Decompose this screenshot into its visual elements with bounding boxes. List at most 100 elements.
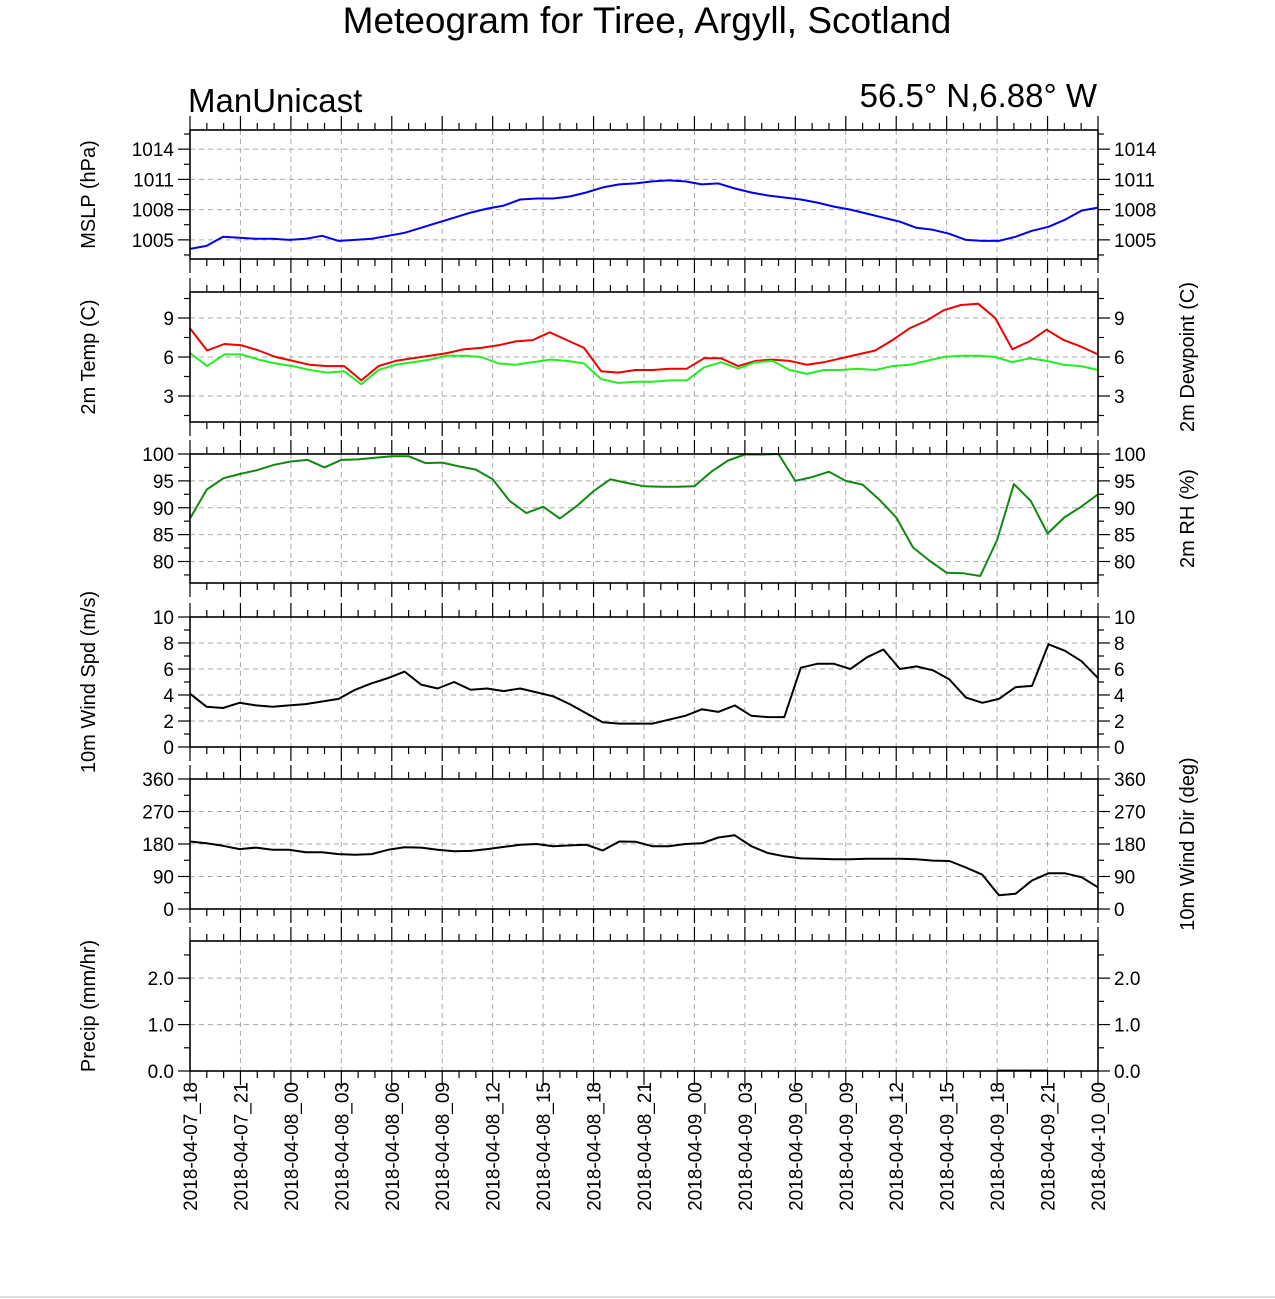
y-tick-label-right: 10 bbox=[1114, 608, 1135, 629]
y-tick-label-right: 1008 bbox=[1114, 201, 1156, 222]
x-tick-label: 2018-04-08_06 bbox=[383, 1082, 404, 1211]
panel-precip: 0.0 0.0 1.0 1.0 2.0 2.0 Precip (mm/hr) bbox=[78, 927, 1140, 1085]
y-tick-label: 2.0 bbox=[148, 969, 174, 990]
y-tick-label-right: 180 bbox=[1114, 835, 1146, 856]
y-tick-label: 90 bbox=[153, 868, 174, 889]
x-tick-label: 2018-04-10_00 bbox=[1089, 1082, 1110, 1211]
panel-mslp: 1005 1005 1008 1008 1011 1011 1014 1014 MSLP (hP… bbox=[78, 116, 1157, 273]
y-axis-label-left: 2m Temp (C) bbox=[78, 299, 100, 414]
y-tick-label: 90 bbox=[153, 499, 174, 520]
y-tick-label-right: 90 bbox=[1114, 868, 1135, 889]
x-tick-label: 2018-04-09_00 bbox=[685, 1082, 706, 1211]
y-tick-label: 9 bbox=[163, 309, 174, 330]
y-tick-label: 1011 bbox=[133, 170, 174, 191]
x-tick-label: 2018-04-08_18 bbox=[585, 1082, 606, 1211]
x-tick-label: 2018-04-07_18 bbox=[181, 1082, 202, 1211]
y-tick-label-right: 2.0 bbox=[1114, 969, 1140, 990]
x-tick-label: 2018-04-08_15 bbox=[534, 1082, 555, 1211]
y-tick-label: 100 bbox=[142, 445, 174, 466]
panel-frame bbox=[189, 453, 1099, 584]
chart-title: Meteogram for Tiree, Argyll, Scotland bbox=[343, 0, 952, 41]
y-tick-label: 10 bbox=[153, 608, 174, 629]
y-tick-label-right: 1014 bbox=[1114, 140, 1157, 161]
x-tick-label: 2018-04-09_21 bbox=[1039, 1082, 1060, 1211]
panel-frame bbox=[189, 616, 1099, 748]
series-wdir-0 bbox=[189, 834, 1099, 897]
y-tick-label: 1008 bbox=[132, 201, 174, 222]
series-rh-0 bbox=[189, 453, 1099, 577]
panel-frame bbox=[189, 291, 1099, 423]
y-axis-label-right: 10m Wind Dir (deg) bbox=[1177, 757, 1199, 930]
y-tick-label-right: 6 bbox=[1114, 348, 1125, 369]
y-tick-label-right: 9 bbox=[1114, 309, 1125, 330]
y-tick-label-right: 1.0 bbox=[1114, 1016, 1140, 1037]
y-axis-label-left: 10m Wind Spd (m/s) bbox=[78, 591, 100, 773]
y-tick-label-right: 0 bbox=[1114, 900, 1125, 921]
y-tick-label-right: 80 bbox=[1114, 553, 1135, 574]
x-tick-label: 2018-04-09_15 bbox=[938, 1082, 959, 1211]
x-tick-label: 2018-04-09_12 bbox=[887, 1082, 908, 1211]
panel-temp: 3 3 6 6 9 9 2m Temp (C) 2m Dewpoint (C) bbox=[78, 278, 1199, 436]
y-tick-label: 1.0 bbox=[148, 1016, 174, 1037]
y-tick-label: 0 bbox=[163, 738, 174, 759]
y-tick-label: 2 bbox=[163, 712, 174, 733]
model-label: ManUnicast bbox=[188, 82, 362, 119]
y-tick-label-right: 1005 bbox=[1114, 231, 1156, 252]
x-tick-label: 2018-04-08_12 bbox=[484, 1082, 505, 1211]
y-tick-label: 85 bbox=[153, 526, 174, 547]
y-tick-label-right: 0.0 bbox=[1114, 1062, 1140, 1083]
y-tick-label-right: 85 bbox=[1114, 526, 1135, 547]
y-tick-label-right: 4 bbox=[1114, 686, 1125, 707]
location-label: 56.5° N,6.88° W bbox=[860, 77, 1098, 114]
y-tick-label: 6 bbox=[163, 348, 174, 369]
x-tick-label: 2018-04-09_03 bbox=[736, 1082, 757, 1211]
x-tick-label: 2018-04-08_00 bbox=[282, 1082, 303, 1211]
x-tick-label: 2018-04-09_09 bbox=[837, 1082, 858, 1211]
y-tick-label: 6 bbox=[163, 660, 174, 681]
y-tick-label: 80 bbox=[153, 553, 174, 574]
panel-wdir: 0 0 90 90 180 180 270 270 360 360 10m Wind Dir (de… bbox=[142, 757, 1199, 930]
y-tick-label: 270 bbox=[142, 803, 174, 824]
x-tick-label: 2018-04-08_03 bbox=[332, 1082, 353, 1211]
y-tick-label: 360 bbox=[142, 770, 174, 791]
x-tick-label: 2018-04-08_09 bbox=[433, 1082, 454, 1211]
x-tick-label: 2018-04-08_21 bbox=[635, 1082, 656, 1211]
y-tick-label: 1014 bbox=[132, 140, 175, 161]
y-tick-label: 0.0 bbox=[148, 1062, 174, 1083]
y-tick-label-right: 95 bbox=[1114, 472, 1135, 493]
y-tick-label-right: 270 bbox=[1114, 803, 1146, 824]
panel-frame bbox=[189, 778, 1099, 910]
y-tick-label-right: 1011 bbox=[1114, 170, 1155, 191]
y-tick-label: 1005 bbox=[132, 231, 174, 252]
y-tick-label-right: 6 bbox=[1114, 660, 1125, 681]
panel-wspd: 0 0 2 2 4 4 6 6 8 8 10 10 10m Wind Spd (m/s) bbox=[78, 591, 1135, 773]
y-tick-label-right: 8 bbox=[1114, 634, 1125, 655]
y-tick-label: 8 bbox=[163, 634, 174, 655]
x-axis: 2018-04-07_18 2018-04-07_21 2018-04-08_00 2… bbox=[181, 1082, 1110, 1211]
series-mslp-0 bbox=[189, 179, 1099, 250]
y-axis-label-left: Precip (mm/hr) bbox=[78, 940, 100, 1072]
y-axis-label-right: 2m Dewpoint (C) bbox=[1177, 282, 1199, 432]
x-tick-label: 2018-04-09_18 bbox=[988, 1082, 1009, 1211]
y-axis-label-left: MSLP (hPa) bbox=[78, 140, 100, 249]
y-tick-label-right: 90 bbox=[1114, 499, 1135, 520]
y-tick-label: 95 bbox=[153, 472, 174, 493]
series-wspd-0 bbox=[189, 643, 1099, 725]
series-temp-1 bbox=[189, 352, 1099, 386]
y-tick-label: 180 bbox=[142, 835, 174, 856]
y-tick-label: 0 bbox=[163, 900, 174, 921]
y-tick-label: 4 bbox=[163, 686, 174, 707]
y-tick-label-right: 3 bbox=[1114, 387, 1125, 408]
x-tick-label: 2018-04-09_06 bbox=[786, 1082, 807, 1211]
y-tick-label-right: 2 bbox=[1114, 712, 1125, 733]
y-axis-label-right: 2m RH (%) bbox=[1177, 469, 1199, 568]
panel-rh: 80 80 85 85 90 90 95 95 100 100 2m RH (%) bbox=[142, 440, 1199, 597]
y-tick-label: 3 bbox=[163, 387, 174, 408]
y-tick-label-right: 100 bbox=[1114, 445, 1146, 466]
x-tick-label: 2018-04-07_21 bbox=[231, 1082, 252, 1211]
panel-frame bbox=[189, 940, 1099, 1072]
y-tick-label-right: 0 bbox=[1114, 738, 1125, 759]
y-tick-label-right: 360 bbox=[1114, 770, 1146, 791]
